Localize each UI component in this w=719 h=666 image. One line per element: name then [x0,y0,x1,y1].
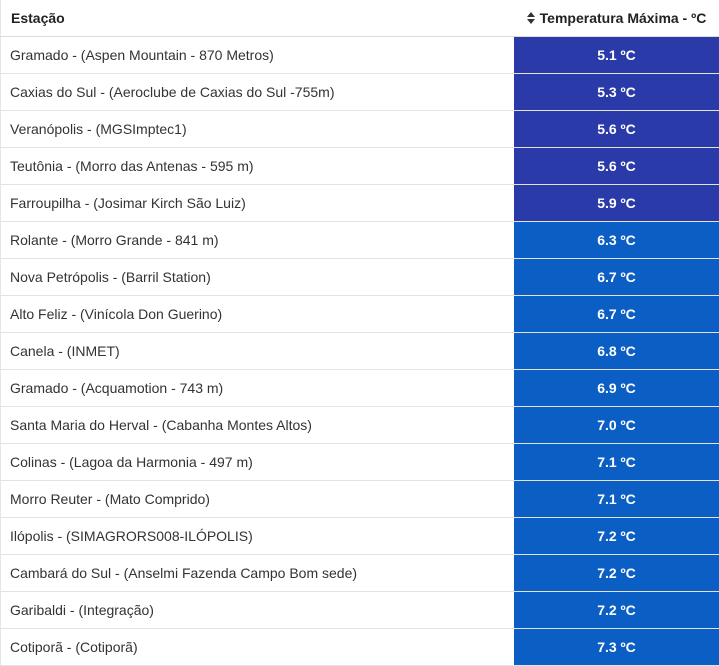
temperature-cell: 5.1 ºC [514,37,719,73]
station-cell: Nova Petrópolis - (Barril Station) [0,259,514,295]
station-cell: Santa Maria do Herval - (Cabanha Montes … [0,407,514,443]
table-row: Teutônia - (Morro das Antenas - 595 m) 5.… [0,148,719,185]
temperature-cell: 5.9 ºC [514,185,719,221]
table-row: Gramado - (Aspen Mountain - 870 Metros) 5… [0,37,719,74]
table-row: Nova Petrópolis - (Barril Station) 6.7 ºC [0,259,719,296]
station-cell: Ilópolis - (SIMAGRORS008-ILÓPOLIS) [0,518,514,554]
temperature-cell: 7.1 ºC [514,481,719,517]
temperature-cell: 6.3 ºC [514,222,719,258]
table-row: Rolante - (Morro Grande - 841 m) 6.3 ºC [0,222,719,259]
table-row: Ilópolis - (SIMAGRORS008-ILÓPOLIS) 7.2 ºC [0,518,719,555]
temperature-cell: 6.7 ºC [514,259,719,295]
table-header: Estação Temperatura Máxima - ºC [0,0,719,37]
station-cell: Gramado - (Aspen Mountain - 870 Metros) [0,37,514,73]
table-row: Gramado - (Acquamotion - 743 m) 6.9 ºC [0,370,719,407]
temperature-cell: 7.0 ºC [514,407,719,443]
station-cell: Morro Reuter - (Mato Comprido) [0,481,514,517]
station-cell: Alto Feliz - (Vinícola Don Guerino) [0,296,514,332]
temperature-cell: 6.7 ºC [514,296,719,332]
station-cell: Garibaldi - (Integração) [0,592,514,628]
station-cell: Gramado - (Acquamotion - 743 m) [0,370,514,406]
temperature-cell: 7.2 ºC [514,555,719,591]
temperature-cell: 5.6 ºC [514,148,719,184]
station-cell: Caxias do Sul - (Aeroclube de Caxias do … [0,74,514,110]
sort-icon[interactable] [526,12,535,24]
table-row: Cotiporã - (Cotiporã) 7.3 ºC [0,629,719,666]
table-row: Morro Reuter - (Mato Comprido) 7.1 ºC [0,481,719,518]
table-row: Caxias do Sul - (Aeroclube de Caxias do … [0,74,719,111]
station-cell: Rolante - (Morro Grande - 841 m) [0,222,514,258]
table-row: Farroupilha - (Josimar Kirch São Luiz) 5.… [0,185,719,222]
table-body: Gramado - (Aspen Mountain - 870 Metros) 5… [0,37,719,666]
temperature-cell: 7.1 ºC [514,444,719,480]
column-header-temperature-label: Temperatura Máxima - ºC [539,10,707,26]
temperature-cell: 7.2 ºC [514,518,719,554]
temperature-cell: 5.3 ºC [514,74,719,110]
station-cell: Cambará do Sul - (Anselmi Fazenda Campo … [0,555,514,591]
temperature-cell: 7.2 ºC [514,592,719,628]
station-cell: Farroupilha - (Josimar Kirch São Luiz) [0,185,514,221]
table-row: Cambará do Sul - (Anselmi Fazenda Campo … [0,555,719,592]
column-header-station[interactable]: Estação [0,0,514,36]
table-row: Veranópolis - (MGSImptec1) 5.6 ºC [0,111,719,148]
column-header-temperature[interactable]: Temperatura Máxima - ºC [514,0,719,36]
station-cell: Veranópolis - (MGSImptec1) [0,111,514,147]
table-row: Colinas - (Lagoa da Harmonia - 497 m) 7.1… [0,444,719,481]
station-cell: Cotiporã - (Cotiporã) [0,629,514,665]
station-cell: Teutônia - (Morro das Antenas - 595 m) [0,148,514,184]
temperature-cell: 6.9 ºC [514,370,719,406]
temperature-cell: 7.3 ºC [514,629,719,665]
table-row: Alto Feliz - (Vinícola Don Guerino) 6.7 º… [0,296,719,333]
table-row: Garibaldi - (Integração) 7.2 ºC [0,592,719,629]
temperature-cell: 6.8 ºC [514,333,719,369]
station-cell: Canela - (INMET) [0,333,514,369]
table-row: Santa Maria do Herval - (Cabanha Montes … [0,407,719,444]
temperature-cell: 5.6 ºC [514,111,719,147]
station-cell: Colinas - (Lagoa da Harmonia - 497 m) [0,444,514,480]
table-row: Canela - (INMET) 6.8 ºC [0,333,719,370]
